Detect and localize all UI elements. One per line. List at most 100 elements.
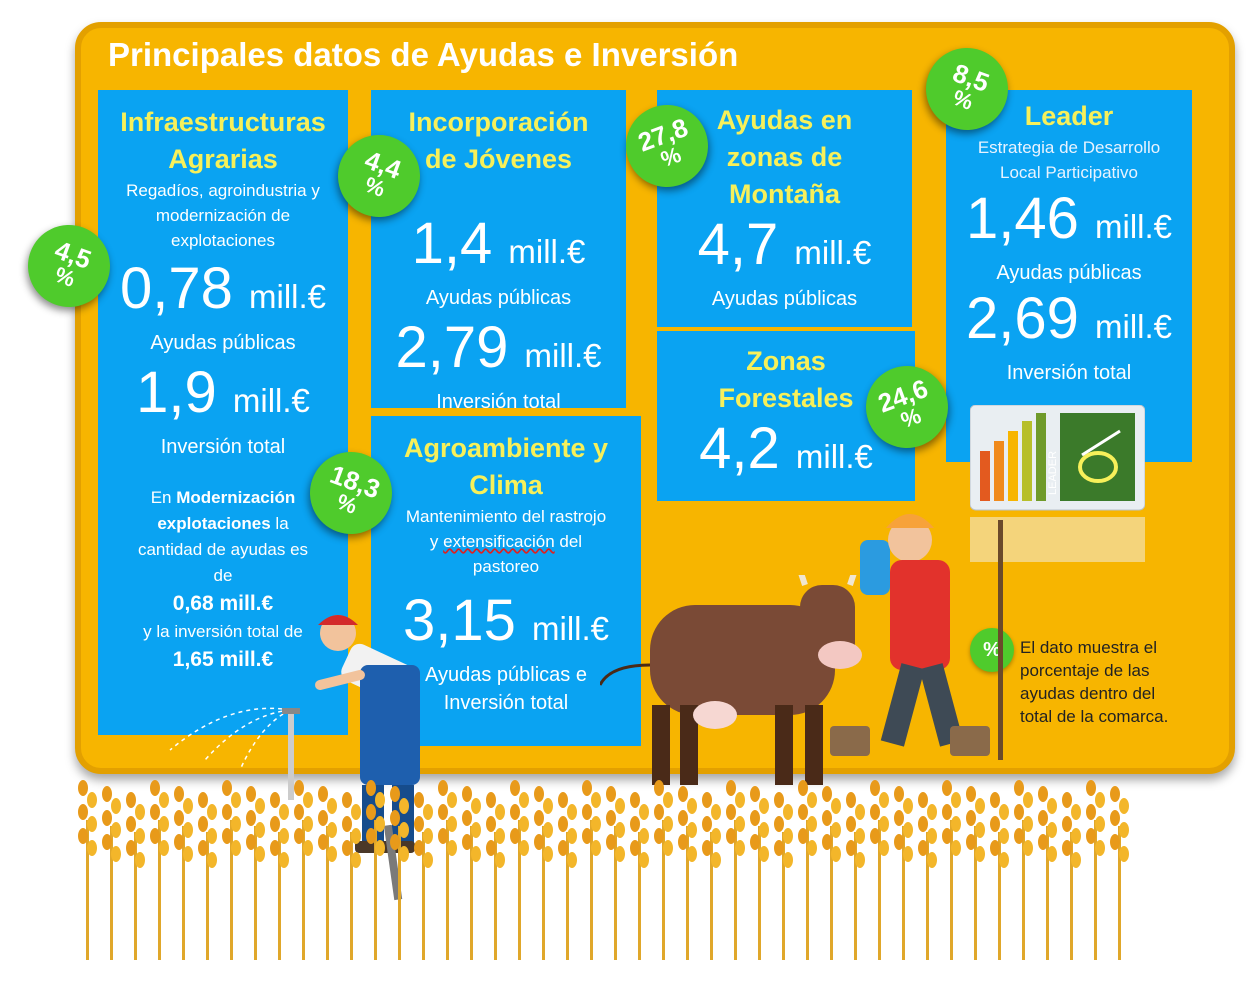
title-line: Agrarias [168, 144, 278, 174]
legend-percent-icon: % [970, 628, 1014, 672]
card-title: Incorporación de Jóvenes [371, 104, 626, 178]
amount-value: 3,15 [402, 588, 516, 653]
legend-line: ayudas dentro del [1020, 684, 1156, 703]
title-line: zonas de [726, 142, 843, 172]
note-value: 1,65 mill.€ [172, 648, 274, 671]
legend-line: porcentaje de las [1020, 661, 1150, 680]
card-infraestructuras: Infraestructuras Agrarias Regadíos, agro… [98, 90, 348, 735]
sprinkler-illustration [169, 707, 300, 800]
amount-value: 0,78 [119, 256, 233, 321]
label-line: Ayudas públicas e [425, 664, 587, 686]
inversion-amount: 2,79 mill.€ [371, 316, 626, 388]
note-text: En [150, 488, 177, 507]
amount-value: 4,2 [699, 416, 780, 481]
note-line: de [213, 566, 233, 585]
note-line: En Modernización [98, 485, 348, 511]
page-title: Principales datos de Ayudas e Inversión [108, 36, 739, 73]
note-line: explotaciones la [98, 511, 348, 537]
modernizacion-note: En Modernización explotaciones la cantid… [98, 485, 348, 589]
amount-unit: mill.€ [508, 233, 586, 270]
label-line: Inversión total [443, 692, 569, 714]
title-line: Forestales [718, 383, 854, 413]
badge-unit: % [949, 84, 977, 115]
card-title: Leader [1024, 101, 1114, 131]
amount-unit: mill.€ [532, 610, 610, 647]
amount-unit: mill.€ [1095, 208, 1173, 245]
card-leader: Leader Estrategia de Desarrollo Local Pa… [946, 90, 1192, 462]
note-value: 0,68 mill.€ [172, 592, 274, 615]
inversion-label: Inversión total [160, 436, 286, 458]
amount-value: 4,7 [697, 212, 779, 277]
title-line: Clima [469, 470, 543, 500]
note-text: la [270, 514, 289, 533]
amount-unit: mill.€ [524, 337, 602, 374]
badge-unit: % [51, 261, 79, 292]
ayudas-label: Ayudas públicas [150, 332, 296, 354]
subtitle-line: Local Participativo [1000, 163, 1138, 182]
amount-value: 2,79 [395, 315, 509, 380]
subtitle-line: pastoreo [472, 557, 540, 576]
subtitle-line: Mantenimiento del rastrojo [405, 507, 607, 526]
ayudas-amount: 1,46 mill.€ [946, 187, 1192, 259]
legend-text: El dato muestra el porcentaje de las ayu… [1020, 636, 1220, 728]
agroambiente-amount: 3,15 mill.€ [371, 589, 641, 661]
card-title: Zonas Forestales [657, 343, 915, 417]
spellcheck-word: extensificación [443, 532, 555, 551]
inversion-amount: 1,9 mill.€ [98, 361, 348, 433]
card-title: Ayudas en zonas de Montaña [657, 102, 912, 213]
amount-unit: mill.€ [249, 278, 327, 315]
amount-value: 1,46 [965, 186, 1079, 251]
ayudas-label: Ayudas públicas [425, 287, 572, 309]
amount-value: 2,69 [965, 286, 1079, 351]
inversion-label: Inversión total [1006, 362, 1132, 384]
hiker-illustration [830, 514, 1003, 760]
logo-text: LEADER [1047, 451, 1059, 495]
forestales-amount: 4,2 mill.€ [657, 417, 915, 489]
leader-logo: LEADER [970, 405, 1145, 562]
card-subtitle: Mantenimiento del rastrojo y extensifica… [371, 504, 641, 579]
legend-line: El dato muestra el [1020, 638, 1158, 657]
amount-value: 1,4 [411, 211, 493, 276]
inversion-label: Inversión total [436, 391, 561, 413]
title-line: Incorporación [408, 107, 589, 137]
legend-line: total de la comarca. [1020, 707, 1169, 726]
title-line: Montaña [729, 179, 840, 209]
inversion-amount: 2,69 mill.€ [946, 287, 1192, 359]
card-title: Agroambiente y Clima [371, 430, 641, 504]
ayudas-amount: 4,7 mill.€ [657, 213, 912, 285]
card-title: Infraestructuras Agrarias [98, 104, 348, 178]
subtitle-line: Estrategia de Desarrollo [977, 138, 1161, 157]
amount-unit: mill.€ [795, 438, 873, 475]
title-line: Infraestructuras [120, 107, 326, 137]
amount-unit: mill.€ [232, 382, 310, 419]
card-subtitle: Estrategia de Desarrollo Local Participa… [946, 135, 1192, 185]
badge-unit: % [361, 171, 389, 202]
note-bold: explotaciones [157, 514, 271, 533]
subtitle-line: modernización de [155, 206, 291, 225]
subtitle-line: explotaciones [171, 231, 275, 250]
badge-unit: % [333, 488, 361, 519]
title-line: Zonas [746, 346, 826, 376]
note-line: y la inversión total de [143, 622, 303, 641]
ayudas-label: Ayudas públicas [711, 288, 858, 310]
wheat-field-illustration [78, 780, 1129, 960]
agroambiente-label: Ayudas públicas e Inversión total [371, 661, 641, 717]
title-line: Agroambiente y [403, 433, 609, 463]
subtitle-line: y extensificación del [371, 529, 641, 554]
amount-unit: mill.€ [1095, 308, 1173, 345]
title-line: Ayudas en [716, 105, 853, 135]
ayudas-amount: 1,4 mill.€ [371, 212, 626, 284]
card-jovenes: Incorporación de Jóvenes 1,4 mill.€ Ayud… [371, 90, 626, 413]
title-line: de Jóvenes [424, 144, 573, 174]
ayudas-amount: 0,78 mill.€ [98, 257, 348, 329]
amount-value: 1,9 [136, 360, 217, 425]
ayudas-label: Ayudas públicas [996, 262, 1142, 284]
subtitle-text: y [429, 532, 444, 551]
card-subtitle: Regadíos, agroindustria y modernización … [98, 178, 348, 253]
cow-illustration [600, 575, 862, 785]
note-line: cantidad de ayudas es [137, 540, 309, 559]
subtitle-line: Regadíos, agroindustria y [126, 181, 320, 200]
badge-unit: % [897, 402, 925, 433]
subtitle-text: del [554, 532, 583, 551]
note-bold: Modernización [176, 488, 296, 507]
